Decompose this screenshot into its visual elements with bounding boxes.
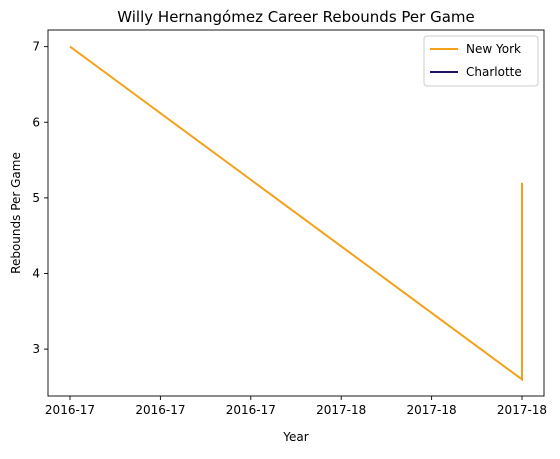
x-axis: 2016-17 2016-17 2016-17 2017-18 2017-18 2017-… [45,396,547,417]
y-axis: 3 4 5 6 7 [32,40,48,356]
y-axis-label: Rebounds Per Game [9,152,23,274]
x-tick-label: 2016-17 [226,403,276,417]
y-tick-label: 6 [32,115,40,129]
x-tick-label: 2017-18 [407,403,457,417]
legend-label-charlotte: Charlotte [466,65,522,79]
legend-label-new-york: New York [466,42,521,56]
legend: New York Charlotte [424,36,538,86]
y-tick-label: 4 [32,266,40,280]
chart-title: Willy Hernangómez Career Rebounds Per Ga… [117,8,474,26]
x-tick-label: 2017-18 [497,403,547,417]
y-tick-label: 7 [32,40,40,54]
y-tick-label: 5 [32,191,40,205]
x-tick-label: 2016-17 [135,403,185,417]
x-tick-label: 2017-18 [316,403,366,417]
x-tick-label: 2016-17 [45,403,95,417]
series-layer [70,47,522,380]
x-axis-label: Year [282,430,308,444]
y-tick-label: 3 [32,342,40,356]
series-line-new-york [70,47,522,380]
